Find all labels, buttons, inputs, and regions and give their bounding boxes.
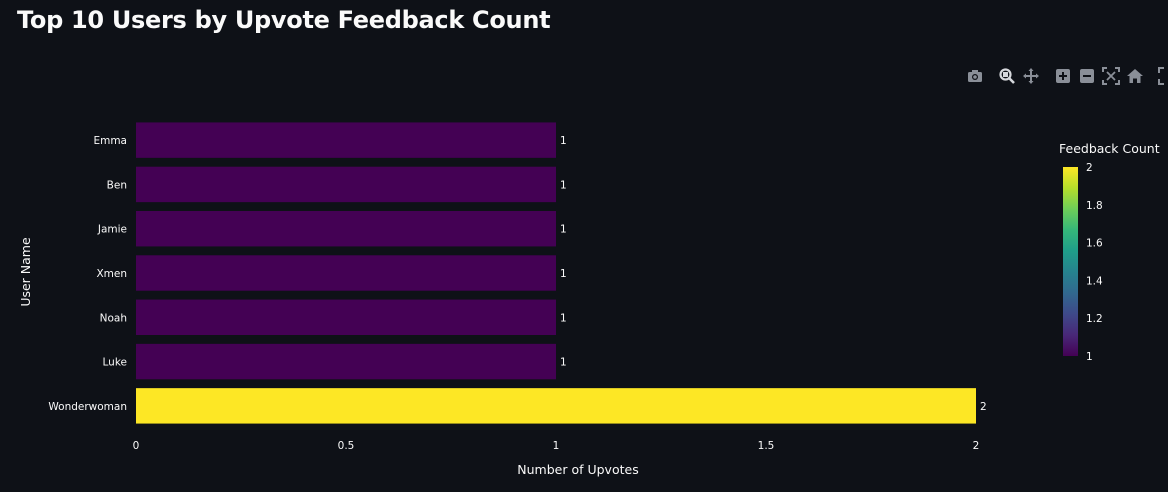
- camera-icon[interactable]: [965, 66, 985, 86]
- colorbar-tick-label: 1.2: [1086, 313, 1103, 325]
- data-labels: 1 1 1 1 1 1 2: [560, 135, 987, 413]
- zoom-in-icon[interactable]: [1053, 66, 1073, 86]
- data-label: 2: [980, 401, 987, 413]
- data-label: 1: [560, 312, 567, 324]
- chart-modebar: [960, 66, 1168, 88]
- colorbar-tick-label: 1: [1086, 351, 1093, 363]
- bar-noah[interactable]: [136, 299, 556, 335]
- colorbar-tick-labels: 1 1.2 1.4 1.6 1.8 2: [1086, 162, 1103, 363]
- x-tick-label: 1.5: [758, 440, 775, 452]
- colorbar-tick-label: 1.8: [1086, 200, 1103, 212]
- data-label: 1: [560, 224, 567, 236]
- data-label: 1: [560, 357, 567, 369]
- colorbar-tick-label: 2: [1086, 162, 1093, 174]
- pan-icon[interactable]: [1021, 66, 1041, 86]
- y-axis-title: User Name: [18, 237, 33, 307]
- bar-jamie[interactable]: [136, 211, 556, 247]
- colorbar-tick-label: 1.4: [1086, 275, 1103, 287]
- home-icon[interactable]: [1125, 66, 1145, 86]
- data-label: 1: [560, 135, 567, 147]
- y-tick-label: Luke: [103, 357, 128, 369]
- x-tick-label: 0.5: [338, 440, 355, 452]
- x-tick-label: 2: [973, 440, 980, 452]
- y-tick-label: Wonderwoman: [48, 401, 127, 413]
- bar-xmen[interactable]: [136, 255, 556, 291]
- zoom-icon[interactable]: [997, 66, 1017, 86]
- y-tick-label: Jamie: [97, 224, 127, 236]
- x-tick-label: 1: [553, 440, 560, 452]
- colorbar-gradient: [1063, 167, 1078, 356]
- y-tick-label: Emma: [93, 135, 127, 147]
- zoom-out-icon[interactable]: [1077, 66, 1097, 86]
- x-axis-title: Number of Upvotes: [517, 462, 638, 477]
- autoscale-icon[interactable]: [1101, 66, 1121, 86]
- y-tick-labels: Emma Ben Jamie Xmen Noah Luke Wonderwoman: [48, 135, 127, 413]
- bar-ben[interactable]: [136, 166, 556, 203]
- bar-wonderwoman[interactable]: [136, 388, 976, 424]
- x-tick-labels: 0 0.5 1 1.5 2: [133, 440, 980, 452]
- x-tick-label: 0: [133, 440, 140, 452]
- data-label: 1: [560, 268, 567, 280]
- bars-layer: [136, 122, 976, 424]
- y-tick-label: Noah: [100, 312, 127, 324]
- bar-emma[interactable]: [136, 122, 556, 158]
- fullscreen-icon[interactable]: [1157, 66, 1168, 86]
- y-tick-label: Xmen: [96, 268, 127, 280]
- bar-luke[interactable]: [136, 343, 556, 380]
- colorbar-tick-label: 1.6: [1086, 238, 1103, 250]
- colorbar-title: Feedback Count: [1059, 141, 1160, 156]
- page-title: Top 10 Users by Upvote Feedback Count: [17, 6, 551, 34]
- colorbar: Feedback Count 1 1.2 1.4 1.6 1.8 2: [1059, 141, 1160, 363]
- data-label: 1: [560, 179, 567, 191]
- y-tick-label: Ben: [107, 179, 127, 191]
